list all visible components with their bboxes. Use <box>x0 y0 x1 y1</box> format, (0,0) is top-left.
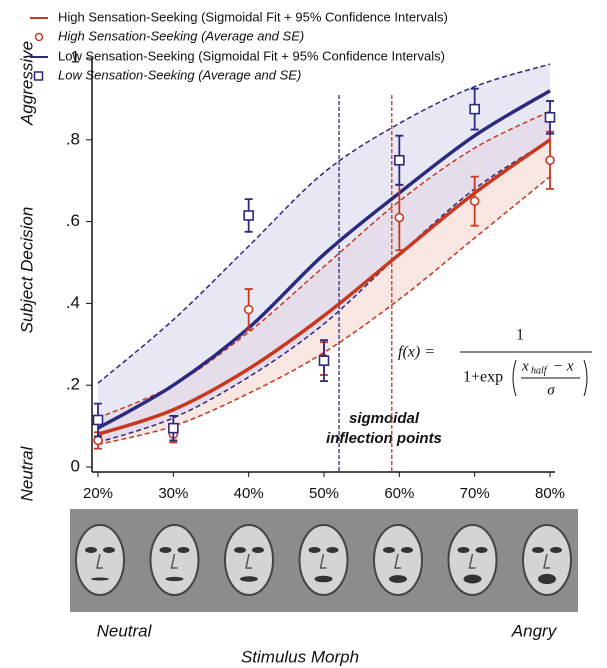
legend-marker <box>33 71 44 81</box>
formula: f(x) = 1 1+exp x half − x σ <box>398 327 592 398</box>
face-nose <box>245 553 252 569</box>
point-marker <box>318 355 330 366</box>
face <box>298 524 349 596</box>
face-eye <box>252 547 264 553</box>
x-tick-label: 60% <box>384 485 414 502</box>
ci-line <box>97 63 551 384</box>
legend-label: Low Sensation-Seeking (Sigmoidal Fit + 9… <box>58 48 445 63</box>
formula-denominator: 1+exp <box>463 369 503 386</box>
face-eye <box>401 547 413 553</box>
face-eye <box>383 547 395 553</box>
face-nose <box>319 553 327 569</box>
paren-right <box>583 359 588 397</box>
legend-label: High Sensation-Seeking (Average and SE) <box>58 28 304 43</box>
y-tick-label: .2 <box>66 375 80 394</box>
face-mouth <box>314 575 333 583</box>
x-axis-label: Stimulus Morph <box>241 647 359 666</box>
point-marker <box>93 435 103 446</box>
face-eye <box>159 547 172 553</box>
x-tick-label: 30% <box>158 485 188 502</box>
x-tick-label: 50% <box>309 485 339 502</box>
face-eye <box>177 547 190 553</box>
legend-label: Low Sensation-Seeking (Average and SE) <box>58 67 301 82</box>
face-nose <box>394 553 401 569</box>
face <box>447 524 498 596</box>
point-marker <box>394 212 405 223</box>
y-tick-label: .4 <box>66 293 80 312</box>
face-eye <box>532 547 544 553</box>
x-tick-label: 40% <box>234 485 264 502</box>
x-tick-label: 20% <box>83 485 113 502</box>
x-tick-label: 80% <box>535 485 565 502</box>
point-marker <box>243 210 254 221</box>
face-eye <box>85 547 97 553</box>
y-tick-label: 0 <box>71 456 80 475</box>
point-marker <box>394 154 405 166</box>
face-strip <box>70 509 578 612</box>
point-marker <box>545 155 555 166</box>
annotation: inflection points <box>326 430 442 447</box>
point-marker <box>469 103 480 115</box>
ci-line <box>97 176 551 446</box>
face-eye <box>103 547 115 553</box>
annotation: sigmoidal <box>349 410 420 427</box>
y-tick-label: .6 <box>66 211 80 230</box>
x-right-label: Angry <box>511 621 558 640</box>
point-marker <box>544 112 556 123</box>
face-mouth <box>240 576 258 582</box>
x-tick-label: 70% <box>460 485 490 502</box>
x-left-label: Neutral <box>97 621 153 640</box>
formula-sub: half <box>531 365 548 376</box>
face-eye <box>326 547 339 553</box>
formula-sigma: σ <box>547 382 555 398</box>
face-eye <box>308 547 321 553</box>
face-nose <box>96 553 103 569</box>
face-eye <box>550 547 562 553</box>
formula-minus-x: − x <box>553 358 574 374</box>
face-nose <box>543 553 550 569</box>
paren-left <box>512 359 517 397</box>
face-nose <box>170 553 178 569</box>
y-tick-label: 1 <box>71 47 80 66</box>
face <box>522 524 572 596</box>
y-top-label: Aggressive <box>17 41 36 126</box>
face-mouth <box>463 574 482 584</box>
face <box>75 524 125 596</box>
formula-numerator: 1 <box>516 327 524 344</box>
face-mouth <box>538 573 556 585</box>
formula-x: x <box>521 358 529 374</box>
point-marker <box>168 422 179 434</box>
y-tick-label: .8 <box>66 129 80 148</box>
face-nose <box>468 553 476 569</box>
legend-label: High Sensation-Seeking (Sigmoidal Fit + … <box>58 9 448 24</box>
face <box>373 524 423 596</box>
face-mouth <box>165 576 184 582</box>
face-mouth <box>389 575 407 583</box>
formula-lhs: f(x) = <box>398 344 435 361</box>
point-marker <box>92 414 104 426</box>
point-marker <box>469 196 480 206</box>
legend-marker <box>34 32 44 42</box>
y-axis-label: Subject Decision <box>17 207 36 334</box>
point-marker <box>243 304 254 315</box>
face-eye <box>234 547 246 553</box>
y-bottom-label: Neutral <box>17 445 36 501</box>
face <box>149 524 200 596</box>
face-eye <box>475 547 488 553</box>
fit-line <box>97 89 551 430</box>
face <box>224 524 274 596</box>
face-eye <box>457 547 470 553</box>
face-mouth <box>91 577 109 581</box>
